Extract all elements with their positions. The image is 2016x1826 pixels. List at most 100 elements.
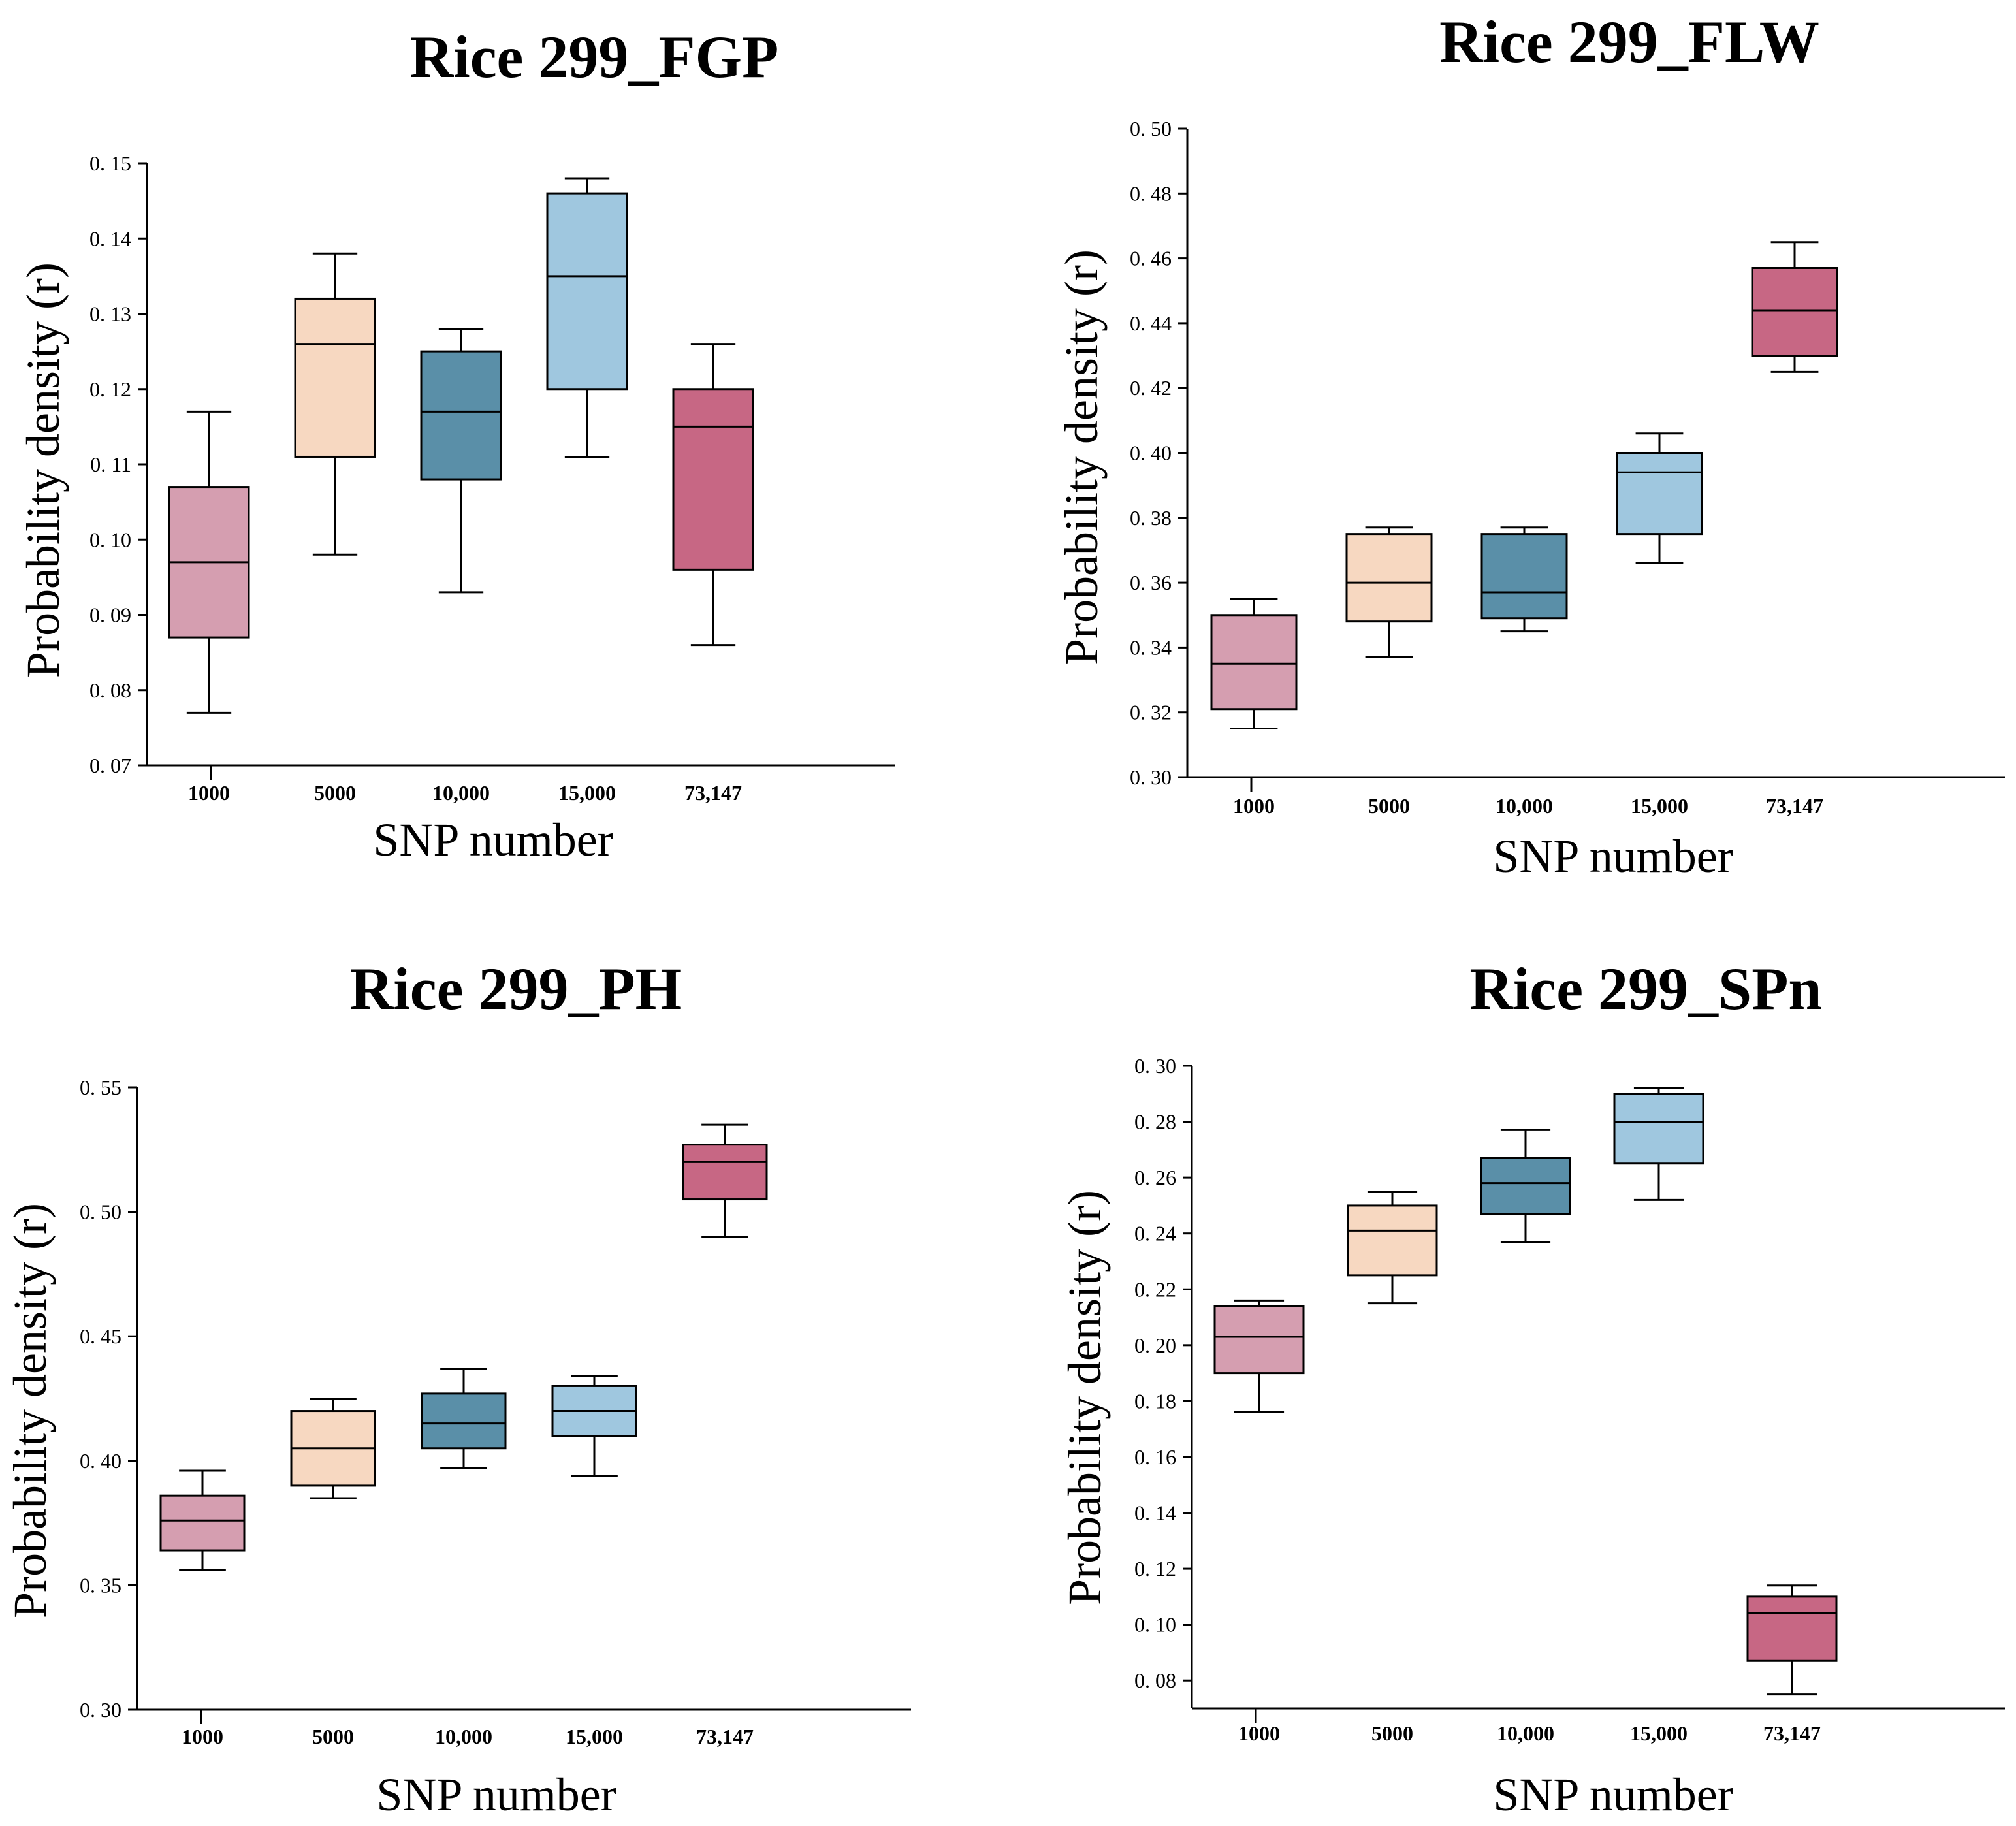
flw-x-tick-label: 5000: [1368, 794, 1410, 818]
fgp-y-tick-label: 0. 11: [90, 453, 131, 476]
fgp-y-tick-label: 0. 13: [89, 302, 131, 326]
spn-y-tick-label: 0. 30: [1134, 1054, 1176, 1078]
spn-y-tick-label: 0. 14: [1134, 1501, 1176, 1525]
ph-y-tick-label: 0. 30: [80, 1698, 121, 1722]
fgp-box-4: [672, 343, 754, 647]
panel-spn-plot: 0. 08 0. 10 0. 12 0. 14 0. 16 0. 18 0. 20 0. 22…: [1134, 1054, 2005, 1745]
spn-box-1: [1347, 1191, 1438, 1305]
flw-y-tick-label: 0. 34: [1130, 635, 1172, 659]
spn-y-tick-label: 0. 10: [1134, 1613, 1176, 1637]
spn-y-tick-label: 0. 28: [1134, 1110, 1176, 1134]
flw-y-tick-label: 0. 36: [1130, 571, 1172, 594]
spn-x-tick-label: 5000: [1371, 1722, 1413, 1745]
spn-x-tick-label: 73,147: [1763, 1722, 1821, 1745]
spn-box-rect: [1347, 1204, 1438, 1277]
spn-box-rect: [1480, 1157, 1571, 1215]
spn-box-rect: [1213, 1305, 1305, 1375]
flw-x-tick-label: 1000: [1233, 794, 1275, 818]
panel-ph-plot: 0. 30 0. 35 0. 40 0. 45 0. 50 0. 55 1000 5000 10…: [80, 1076, 911, 1748]
ph-box-2: [421, 1368, 507, 1469]
flw-box-rect: [1751, 266, 1838, 357]
fgp-box-1: [294, 252, 376, 556]
flw-x-tick-label: 15,000: [1631, 794, 1688, 818]
flw-box-1: [1345, 526, 1433, 658]
fgp-x-tick-label: 1000: [188, 781, 230, 805]
fgp-y-tick-label: 0. 08: [89, 679, 131, 702]
ph-y-tick-label: 0. 45: [80, 1324, 121, 1348]
spn-y-tick-label: 0. 22: [1134, 1277, 1176, 1301]
panel-ph-ylabel: Probability density (r): [4, 1203, 56, 1618]
ph-x-tick-label: 15,000: [566, 1725, 623, 1748]
flw-y-tick-label: 0. 32: [1130, 701, 1172, 724]
fgp-box-rect: [672, 388, 754, 571]
fgp-box-2: [420, 328, 502, 594]
ph-box-0: [159, 1469, 246, 1572]
flw-x-tick-label: 10,000: [1496, 794, 1553, 818]
panel-flw: Rice 299_FLW Probability density (r) SNP…: [1055, 8, 2005, 882]
ph-x-tick-label: 5000: [312, 1725, 354, 1748]
fgp-box-rect: [546, 192, 628, 391]
flw-box-rect: [1210, 614, 1298, 711]
flw-box-rect: [1480, 533, 1568, 620]
flw-box-rect: [1345, 533, 1433, 623]
fgp-y-tick-label: 0. 12: [89, 377, 131, 401]
flw-box-rect: [1616, 452, 1703, 536]
flw-y-tick-label: 0. 38: [1130, 506, 1172, 530]
spn-y-tick-label: 0. 16: [1134, 1445, 1176, 1469]
flw-y-tick-label: 0. 30: [1130, 765, 1172, 789]
panel-flw-xlabel: SNP number: [1493, 830, 1733, 882]
spn-x-tick-label: 10,000: [1497, 1722, 1554, 1745]
fgp-x-tick-label: 15,000: [558, 781, 616, 805]
spn-y-tick-label: 0. 26: [1134, 1166, 1176, 1189]
spn-box-0: [1213, 1299, 1305, 1414]
ph-x-tick-label: 10,000: [435, 1725, 492, 1748]
flw-y-tick-label: 0. 42: [1130, 376, 1172, 400]
ph-box-rect: [682, 1144, 768, 1201]
spn-box-4: [1746, 1584, 1838, 1696]
flw-y-tick-label: 0. 46: [1130, 247, 1172, 270]
ph-x-tick-label: 1000: [182, 1725, 223, 1748]
ph-y-tick-label: 0. 35: [80, 1573, 121, 1597]
spn-box-2: [1480, 1129, 1571, 1243]
fgp-y-tick-label: 0. 10: [89, 528, 131, 551]
panel-spn-ylabel: Probability density (r): [1059, 1190, 1111, 1605]
spn-y-tick-label: 0. 18: [1134, 1389, 1176, 1413]
panel-spn-xlabel: SNP number: [1493, 1769, 1733, 1821]
flw-box-0: [1210, 598, 1298, 730]
flw-box-3: [1616, 432, 1703, 564]
panel-fgp-plot: 0. 07 0. 08 0. 09 0. 10 0. 11 0. 12 0. 13 0. 14…: [89, 152, 895, 805]
flw-y-tick-label: 0. 48: [1130, 182, 1172, 205]
fgp-box-3: [546, 177, 628, 458]
panel-flw-title: Rice 299_FLW: [1439, 8, 1819, 75]
panel-ph-title: Rice 299_PH: [350, 955, 682, 1022]
spn-box-rect: [1613, 1093, 1704, 1165]
flw-box-2: [1480, 526, 1568, 633]
flw-y-tick-label: 0. 40: [1130, 441, 1172, 465]
flw-y-tick-label: 0. 50: [1130, 117, 1172, 140]
panel-spn: Rice 299_SPn Probability density (r) SNP…: [1059, 955, 2005, 1821]
ph-y-tick-label: 0. 40: [80, 1449, 121, 1473]
ph-box-4: [682, 1123, 768, 1238]
spn-box-3: [1613, 1087, 1704, 1201]
spn-box-rect: [1746, 1595, 1838, 1662]
ph-y-tick-label: 0. 50: [80, 1200, 121, 1224]
panel-fgp-xlabel: SNP number: [373, 814, 613, 866]
fgp-y-tick-label: 0. 09: [89, 603, 131, 627]
fgp-x-tick-label: 10,000: [432, 781, 490, 805]
panel-fgp-title: Rice 299_FGP: [410, 24, 779, 90]
panel-spn-title: Rice 299_SPn: [1469, 955, 1821, 1022]
panel-ph-xlabel: SNP number: [376, 1769, 616, 1821]
panel-fgp: Rice 299_FGP Probability density (r) SNP…: [17, 24, 895, 866]
fgp-box-0: [168, 410, 250, 714]
flw-x-tick-label: 73,147: [1766, 794, 1823, 818]
fgp-x-tick-label: 73,147: [684, 781, 742, 805]
panel-flw-plot: 0. 30 0. 32 0. 34 0. 36 0. 38 0. 40 0. 42 0. 44…: [1130, 117, 2005, 818]
spn-y-tick-label: 0. 08: [1134, 1669, 1176, 1692]
spn-y-tick-label: 0. 24: [1134, 1222, 1176, 1245]
panel-ph: Rice 299_PH Probability density (r) SNP …: [4, 955, 911, 1821]
spn-y-tick-label: 0. 20: [1134, 1334, 1176, 1357]
ph-box-rect: [421, 1392, 507, 1450]
flw-y-tick-label: 0. 44: [1130, 312, 1172, 335]
ph-x-tick-label: 73,147: [696, 1725, 754, 1748]
